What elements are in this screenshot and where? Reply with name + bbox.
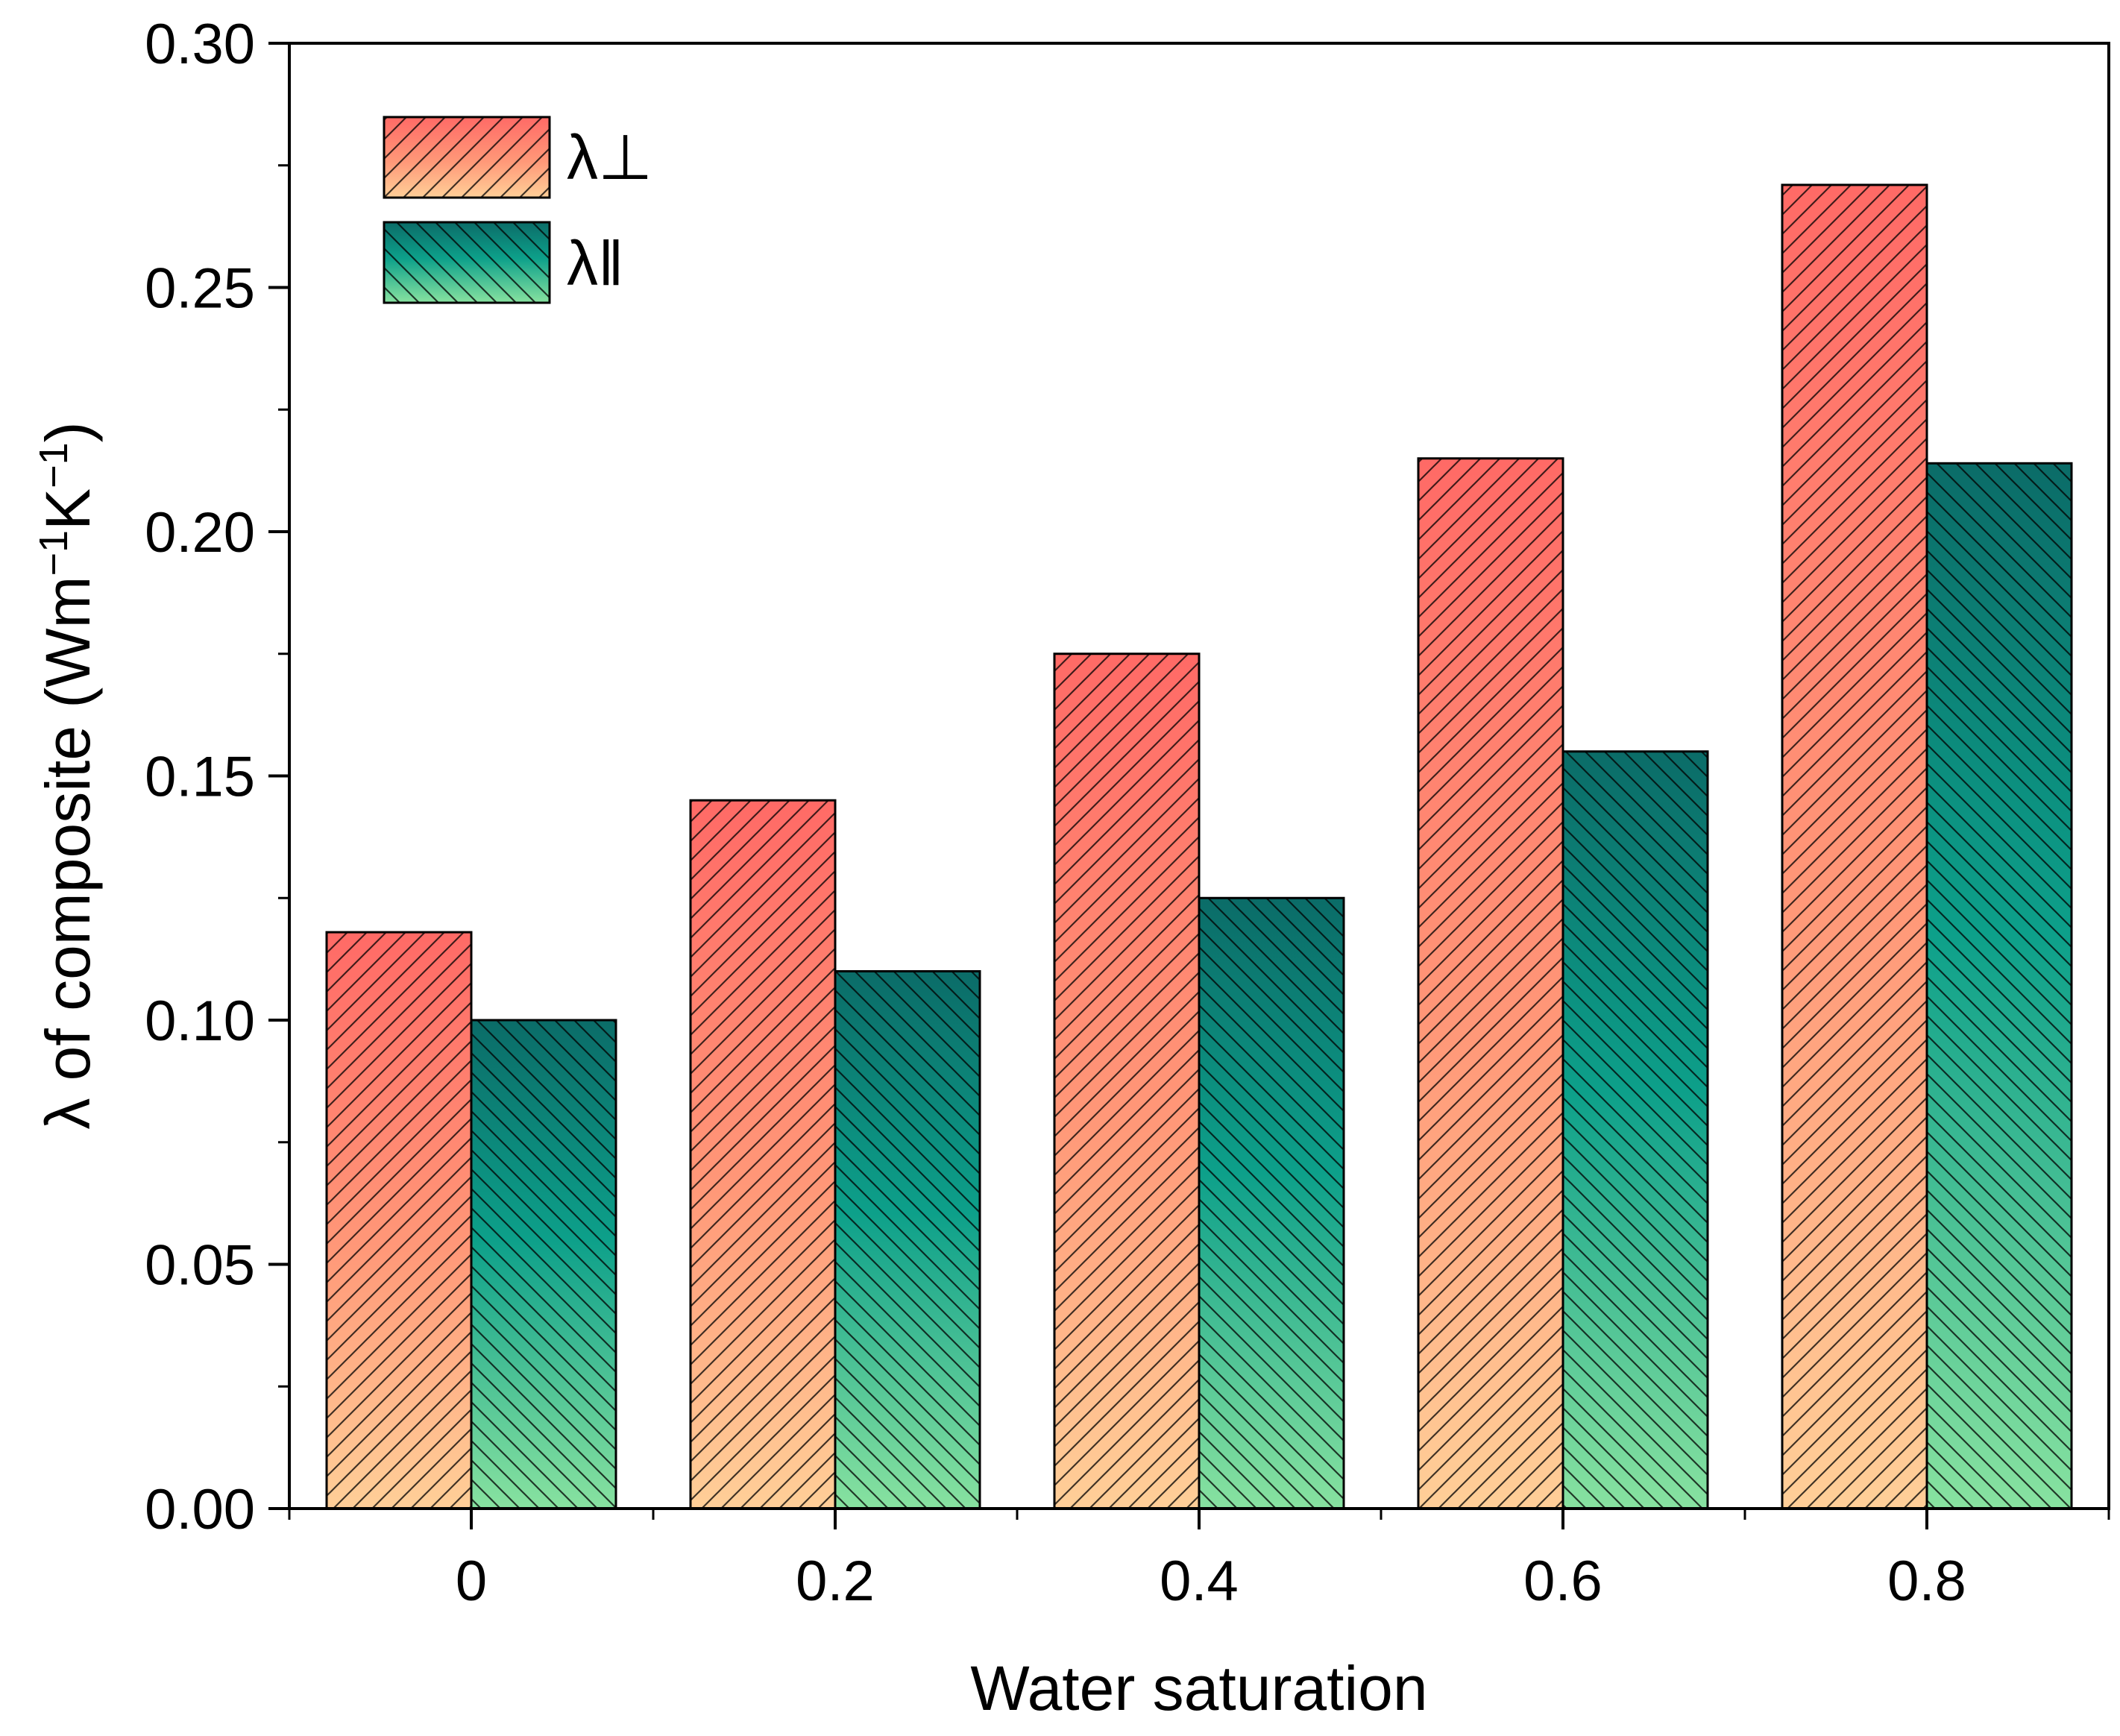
legend-label-perpendicular: λ⊥ [567, 122, 652, 192]
y-axis-label-sup1: −1 [31, 530, 76, 576]
legend-label-parallel: λ‖ [567, 228, 624, 298]
x-tick-label: 0.8 [1887, 1550, 1966, 1613]
bar-perpendicular [689, 799, 837, 1510]
y-tick-label: 0.20 [145, 501, 255, 564]
y-axis-label-end: ) [33, 421, 103, 442]
y-axis: 0.00 0.05 0.10 0.15 0.20 0.25 0.30 [145, 13, 289, 1541]
x-tick-label: 0.2 [796, 1550, 875, 1613]
y-axis-label-main: λ of composite (Wm [33, 576, 103, 1130]
x-tick-label: 0.4 [1160, 1550, 1239, 1613]
bar-parallel [834, 970, 981, 1510]
bar-perpendicular [1053, 652, 1201, 1510]
legend: λ⊥ λ‖ [383, 116, 652, 304]
y-tick-label: 0.15 [145, 746, 255, 809]
y-axis-label-sup2: −1 [31, 442, 76, 488]
bar-perpendicular [325, 931, 473, 1510]
y-tick-label: 0.00 [145, 1478, 255, 1541]
bar-perpendicular [1781, 183, 1928, 1510]
x-axis: 0 0.2 0.4 0.6 0.8 [288, 1509, 2110, 1613]
y-tick-label: 0.30 [145, 13, 255, 76]
bar-parallel [1198, 896, 1345, 1510]
x-tick-label: 0 [456, 1550, 487, 1613]
y-tick-label: 0.25 [145, 257, 255, 321]
bar-parallel [470, 1019, 617, 1510]
x-axis-label: Water saturation [970, 1653, 1427, 1723]
legend-item-perpendicular: λ⊥ [383, 116, 652, 199]
y-axis-label-mid: K [33, 488, 103, 530]
y-axis-label: λ of composite (Wm−1K−1) [31, 421, 103, 1129]
bar-perpendicular [1417, 457, 1564, 1510]
bar-parallel [1925, 462, 2073, 1510]
x-tick-label: 0.6 [1523, 1550, 1602, 1613]
y-tick-label: 0.05 [145, 1234, 255, 1298]
legend-item-parallel: λ‖ [383, 221, 624, 304]
bars [325, 183, 2073, 1510]
y-tick-label: 0.10 [145, 990, 255, 1053]
bar-parallel [1561, 750, 1709, 1510]
